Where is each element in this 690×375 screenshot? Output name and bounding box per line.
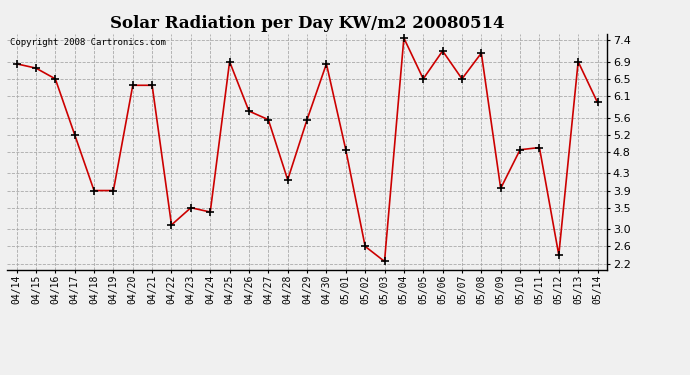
Title: Solar Radiation per Day KW/m2 20080514: Solar Radiation per Day KW/m2 20080514 xyxy=(110,15,504,32)
Text: Copyright 2008 Cartronics.com: Copyright 2008 Cartronics.com xyxy=(10,39,166,48)
